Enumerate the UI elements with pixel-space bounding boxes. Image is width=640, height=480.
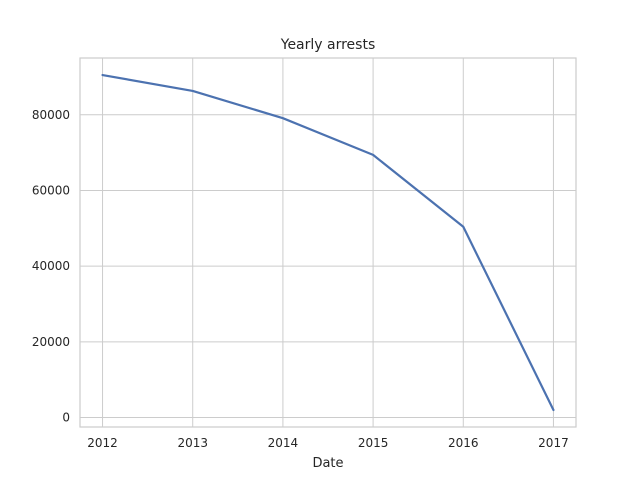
y-tick-label: 20000 — [32, 335, 70, 349]
y-axis-ticks: 0 20000 40000 60000 80000 — [32, 108, 70, 425]
series-line — [101, 73, 555, 412]
x-tick-label: 2013 — [177, 436, 208, 450]
series-layer — [101, 73, 555, 412]
plot-frame — [79, 57, 577, 428]
grid-layer — [80, 58, 576, 427]
y-tick-label: 0 — [62, 411, 70, 425]
y-tick-label: 40000 — [32, 259, 70, 273]
x-tick-label: 2015 — [358, 436, 389, 450]
x-tick-label: 2012 — [87, 436, 118, 450]
x-tick-label: 2014 — [268, 436, 299, 450]
y-tick-label: 60000 — [32, 183, 70, 197]
y-tick-label: 80000 — [32, 108, 70, 122]
chart-title: Yearly arrests — [280, 37, 376, 53]
x-axis-ticks: 2012 2013 2014 2015 2016 2017 — [87, 436, 568, 450]
x-axis-label: Date — [312, 456, 343, 471]
x-tick-label: 2016 — [448, 436, 479, 450]
x-tick-label: 2017 — [538, 436, 569, 450]
